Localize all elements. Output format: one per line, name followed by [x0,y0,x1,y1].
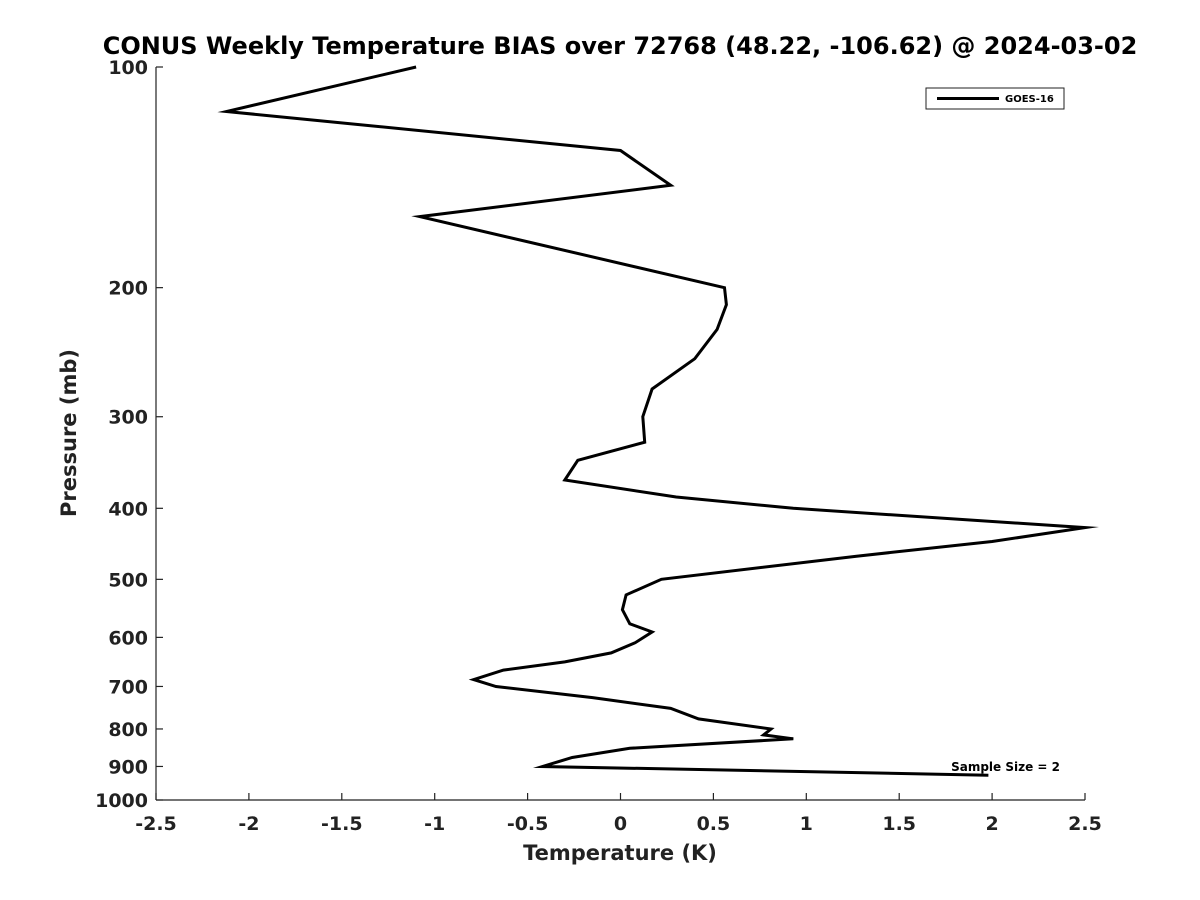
y-tick-label: 500 [108,569,148,591]
sample-size-annotation: Sample Size = 2 [951,760,1060,774]
x-ticks: -2.5 -2 -1.5 -1 -0.5 0 0.5 1 1.5 2 2.5 [135,793,1102,835]
y-tick-label: 300 [108,407,148,429]
x-axis-label: Temperature (K) [523,841,717,865]
x-tick-label: -1 [424,813,445,835]
x-tick-label: 2 [985,813,998,835]
y-tick-label: 100 [108,57,148,79]
y-tick-label: 1000 [95,790,148,812]
y-tick-label: 600 [108,627,148,649]
y-tick-label: 700 [108,676,148,698]
y-tick-label: 200 [108,278,148,300]
legend-label: GOES-16 [1005,94,1054,105]
x-tick-label: -1.5 [321,813,363,835]
x-tick-label: -0.5 [507,813,549,835]
x-tick-label: 0 [614,813,627,835]
y-tick-label: 800 [108,719,148,741]
y-tick-label: 900 [108,756,148,778]
x-tick-label: 2.5 [1068,813,1102,835]
x-tick-label: -2.5 [135,813,177,835]
y-ticks: 100 200 300 400 500 600 700 800 900 1000 [95,57,163,812]
plot-area [155,67,1085,801]
x-tick-label: 0.5 [697,813,731,835]
chart-title: CONUS Weekly Temperature BIAS over 72768… [103,32,1138,60]
x-tick-label: 1.5 [882,813,916,835]
x-tick-label: -2 [238,813,259,835]
series-layer [217,65,1099,777]
y-tick-label: 400 [108,498,148,520]
y-axis-label: Pressure (mb) [57,349,81,517]
legend: GOES-16 [925,87,1065,110]
x-tick-label: 1 [800,813,813,835]
series-line-goes-16 [217,65,1099,777]
